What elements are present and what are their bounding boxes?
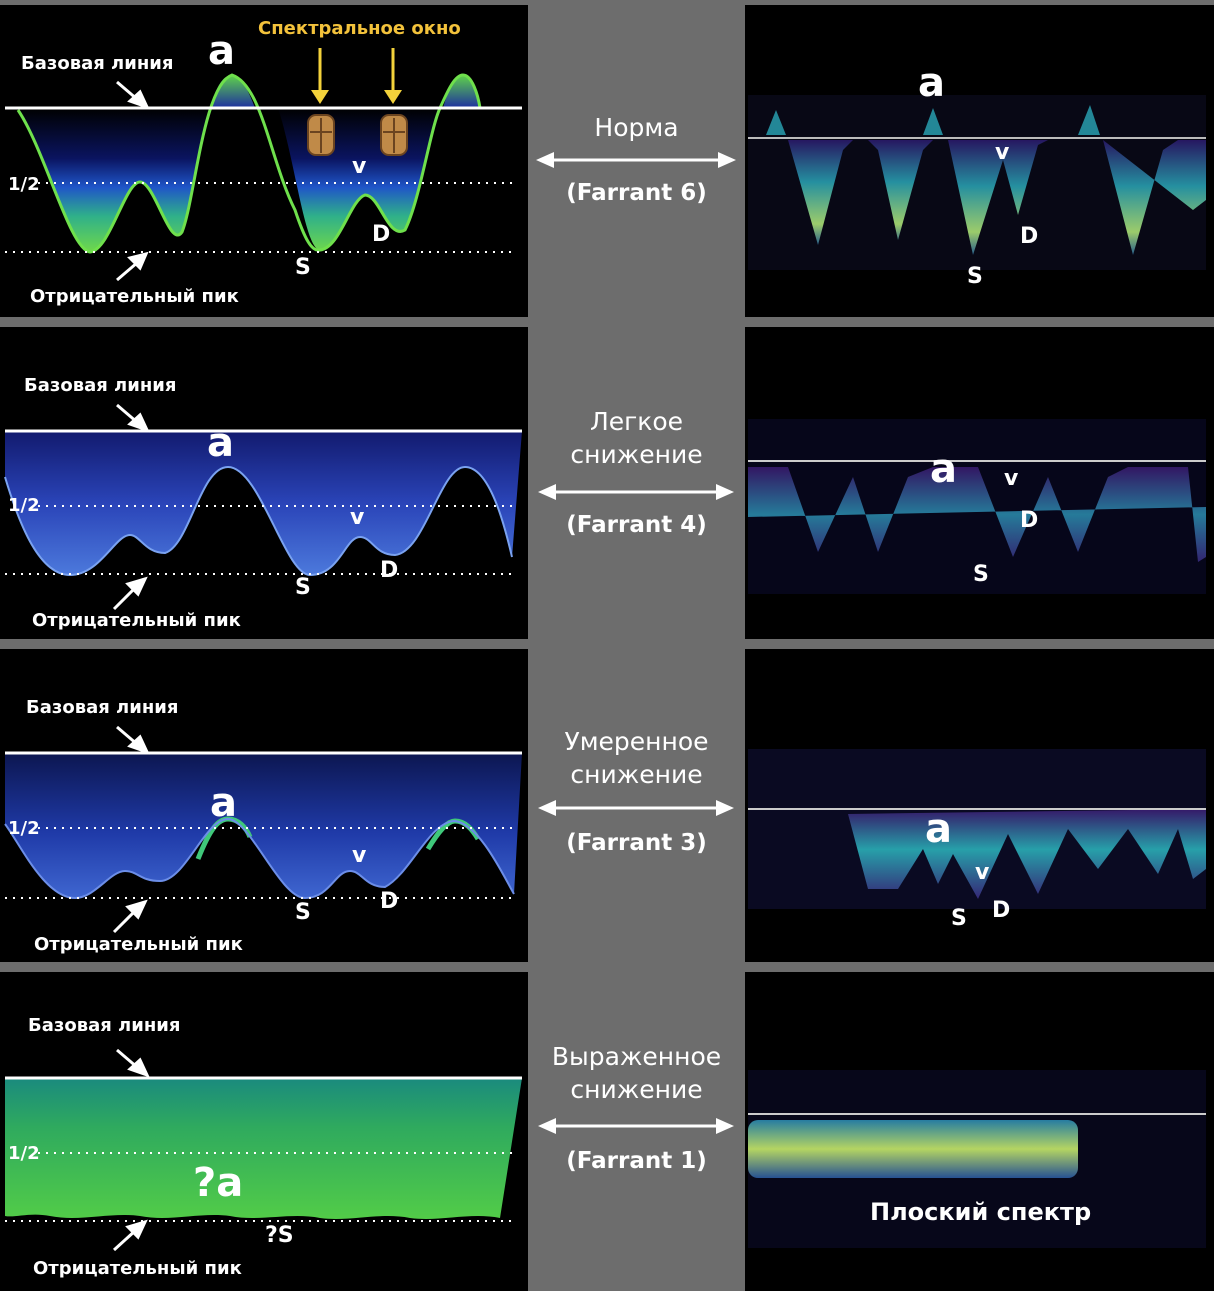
farrant-grade-6: (Farrant 6) <box>566 180 707 206</box>
spectrum-s-label: S <box>967 264 983 289</box>
wave-d-label: D <box>380 558 399 583</box>
category-title-normal: Норма <box>594 113 679 142</box>
negative-peak-label: Отрицательный пик <box>30 286 239 307</box>
double-arrow-icon <box>538 800 734 816</box>
spectrum-v-label: v <box>995 140 1010 165</box>
negative-peak-label: Отрицательный пик <box>32 610 241 631</box>
row-divider-1 <box>0 317 1214 327</box>
farrant-grade-3: (Farrant 3) <box>566 830 707 856</box>
row-divider-3 <box>0 962 1214 972</box>
baseline-label: Базовая линия <box>28 1015 181 1036</box>
wave-v-label: v <box>350 505 365 530</box>
diagram-normal <box>5 48 522 282</box>
spectrum-v-label: v <box>975 860 990 885</box>
wave-v-label: v <box>352 843 367 868</box>
doppler-spectrum-mild <box>748 419 1206 594</box>
baseline-label: Базовая линия <box>21 53 174 74</box>
category-title-severe: Выраженное снижение <box>551 1042 722 1104</box>
farrant-grade-4: (Farrant 4) <box>566 512 707 538</box>
wave-s-label: S <box>295 255 311 280</box>
spectral-window-label: Спектральное окно <box>258 18 461 39</box>
half-label: 1/2 <box>8 174 40 195</box>
diagram-moderate <box>4 725 522 934</box>
row-divider-2 <box>0 639 1214 649</box>
spectral-window-icon <box>380 48 408 156</box>
negative-peak-label: Отрицательный пик <box>33 1258 242 1279</box>
spectrum-d-label: D <box>992 898 1011 923</box>
diagram-mild <box>4 403 522 611</box>
doppler-spectrum-normal <box>748 95 1206 270</box>
half-label: 1/2 <box>8 495 40 516</box>
double-arrow-icon <box>538 1118 734 1134</box>
wave-qs-label: ?S <box>265 1223 294 1248</box>
baseline-label: Базовая линия <box>26 697 179 718</box>
spectrum-s-label: S <box>973 562 989 587</box>
wave-v-label: v <box>352 154 367 179</box>
double-arrow-icon <box>536 152 736 168</box>
wave-d-label: D <box>372 222 391 247</box>
half-label: 1/2 <box>8 1143 40 1164</box>
flat-spectrum-label: Плоский спектр <box>870 1198 1092 1226</box>
category-title-mild: Легкое снижение <box>570 407 703 469</box>
category-title-moderate: Умеренное снижение <box>564 727 709 789</box>
wave-s-label: S <box>295 575 311 600</box>
baseline-label: Базовая линия <box>24 375 177 396</box>
wave-s-label: S <box>295 900 311 925</box>
top-divider <box>0 0 1214 5</box>
half-label: 1/2 <box>8 818 40 839</box>
diagram-severe <box>5 1048 522 1252</box>
spectrum-s-label: S <box>951 906 967 931</box>
wave-a-label: a <box>210 780 237 826</box>
spectrum-d-label: D <box>1020 508 1039 533</box>
spectrum-d-label: D <box>1020 224 1039 249</box>
spectrum-a-label: a <box>918 60 945 106</box>
double-arrow-icon <box>538 484 734 500</box>
farrant-grade-1: (Farrant 1) <box>566 1148 707 1174</box>
spectrum-a-label: a <box>930 446 957 492</box>
wave-a-label: a <box>208 28 235 74</box>
negative-peak-label: Отрицательный пик <box>34 934 243 955</box>
doppler-spectrum-moderate <box>748 749 1206 909</box>
spectrum-v-label: v <box>1004 466 1019 491</box>
spectral-window-icon <box>307 48 335 156</box>
wave-d-label: D <box>380 889 399 914</box>
wave-qa-label: ?a <box>193 1160 244 1206</box>
doppler-spectrum-severe <box>748 1070 1206 1248</box>
spectrum-a-label: a <box>925 806 952 852</box>
wave-a-label: a <box>207 420 234 466</box>
